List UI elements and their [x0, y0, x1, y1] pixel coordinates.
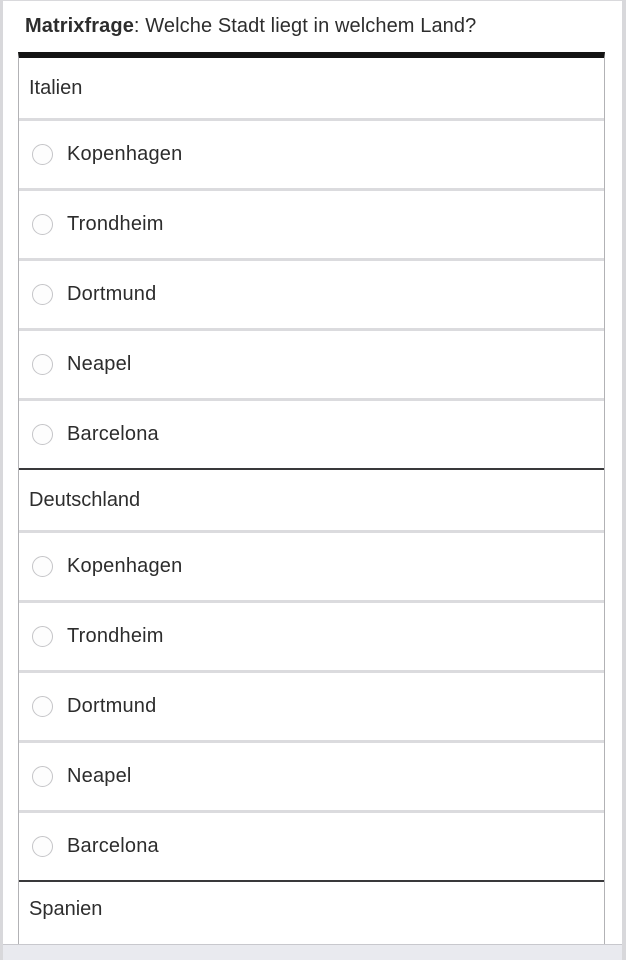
option-label: Dortmund	[67, 695, 157, 717]
radio-button[interactable]	[32, 424, 53, 445]
group-label: Italien	[29, 76, 83, 99]
option-label: Kopenhagen	[67, 555, 183, 577]
question-text: : Welche Stadt liegt in welchem Land?	[133, 15, 477, 37]
option-row-italien-kopenhagen[interactable]: Kopenhagen	[19, 118, 604, 188]
page-edge-left	[0, 0, 3, 960]
option-label: Neapel	[67, 353, 132, 375]
radio-button[interactable]	[32, 836, 53, 857]
option-label: Trondheim	[67, 625, 164, 647]
question-type-label: Matrixfrage	[25, 15, 134, 37]
option-label: Kopenhagen	[67, 143, 183, 165]
option-label: Barcelona	[67, 423, 159, 445]
group-header-spanien: Spanien	[19, 880, 604, 947]
page-bottom-band	[0, 944, 626, 960]
radio-button[interactable]	[32, 766, 53, 787]
matrix-question-table: Italien Kopenhagen Trondheim Dortmund Ne…	[18, 52, 605, 947]
radio-button[interactable]	[32, 144, 53, 165]
option-label: Barcelona	[67, 835, 159, 857]
option-label: Dortmund	[67, 283, 157, 305]
group-header-deutschland: Deutschland	[19, 468, 604, 530]
option-row-deutschland-dortmund[interactable]: Dortmund	[19, 670, 604, 740]
radio-button[interactable]	[32, 354, 53, 375]
page-edge-top	[0, 0, 626, 1]
radio-button[interactable]	[32, 626, 53, 647]
option-row-deutschland-kopenhagen[interactable]: Kopenhagen	[19, 530, 604, 600]
option-label: Neapel	[67, 765, 132, 787]
option-row-deutschland-barcelona[interactable]: Barcelona	[19, 810, 604, 880]
radio-button[interactable]	[32, 284, 53, 305]
option-row-italien-trondheim[interactable]: Trondheim	[19, 188, 604, 258]
radio-button[interactable]	[32, 696, 53, 717]
radio-button[interactable]	[32, 214, 53, 235]
option-row-italien-barcelona[interactable]: Barcelona	[19, 398, 604, 468]
group-label: Spanien	[29, 898, 103, 920]
option-row-deutschland-neapel[interactable]: Neapel	[19, 740, 604, 810]
option-row-italien-neapel[interactable]: Neapel	[19, 328, 604, 398]
option-row-italien-dortmund[interactable]: Dortmund	[19, 258, 604, 328]
question-title: Matrixfrage: Welche Stadt liegt in welch…	[25, 12, 605, 40]
radio-button[interactable]	[32, 556, 53, 577]
group-label: Deutschland	[29, 488, 141, 511]
group-header-italien: Italien	[19, 58, 604, 118]
option-row-deutschland-trondheim[interactable]: Trondheim	[19, 600, 604, 670]
page-edge-right	[622, 0, 626, 960]
option-label: Trondheim	[67, 213, 164, 235]
